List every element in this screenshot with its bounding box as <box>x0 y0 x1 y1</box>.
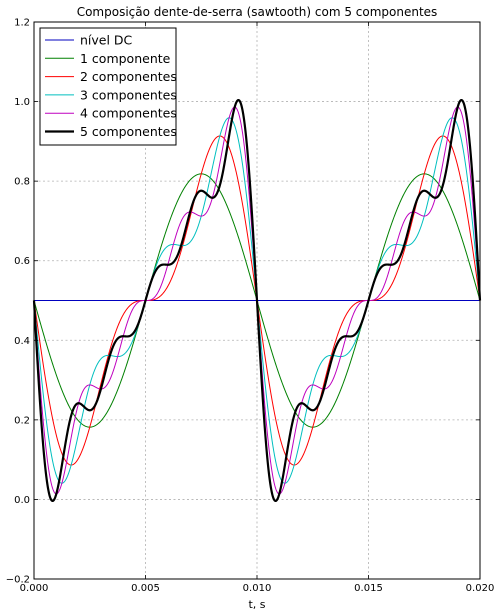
y-tick-label: 0.0 <box>14 495 30 506</box>
y-tick-label: 0.2 <box>14 415 30 426</box>
legend-label: 3 componentes <box>80 87 177 102</box>
y-tick-label: 1.0 <box>14 97 30 108</box>
x-tick-label: 0.015 <box>354 583 383 594</box>
legend-label: 5 componentes <box>80 124 177 139</box>
x-tick-label: 0.020 <box>466 583 495 594</box>
ticks: 0.000 0.005 0.010 0.015 0.020 −0.2 0.0 0.2 0.4 0.… <box>6 18 495 595</box>
y-tick-label: −0.2 <box>6 575 30 586</box>
x-axis-label: t, s <box>248 598 265 611</box>
legend-label: 1 componente <box>80 51 171 66</box>
x-tick-label: 0.000 <box>20 583 49 594</box>
legend-label: 4 componentes <box>80 106 177 121</box>
legend-label: 2 componentes <box>80 69 177 84</box>
series-line-5 <box>32 98 482 503</box>
y-tick-label: 1.2 <box>14 18 30 29</box>
grid <box>34 22 480 579</box>
series-group <box>32 98 482 503</box>
x-tick-label: 0.010 <box>243 583 272 594</box>
x-tick-label: 0.005 <box>131 583 160 594</box>
y-tick-label: 0.4 <box>14 336 30 347</box>
legend-label: nível DC <box>80 33 133 48</box>
legend: nível DC 1 componente 2 componentes 3 compo… <box>39 27 177 146</box>
chart-title: Composição dente-de-serra (sawtooth) com… <box>77 5 438 19</box>
legend-box <box>39 27 177 146</box>
y-tick-label: 0.8 <box>14 177 30 188</box>
y-tick-label: 0.6 <box>14 256 30 267</box>
